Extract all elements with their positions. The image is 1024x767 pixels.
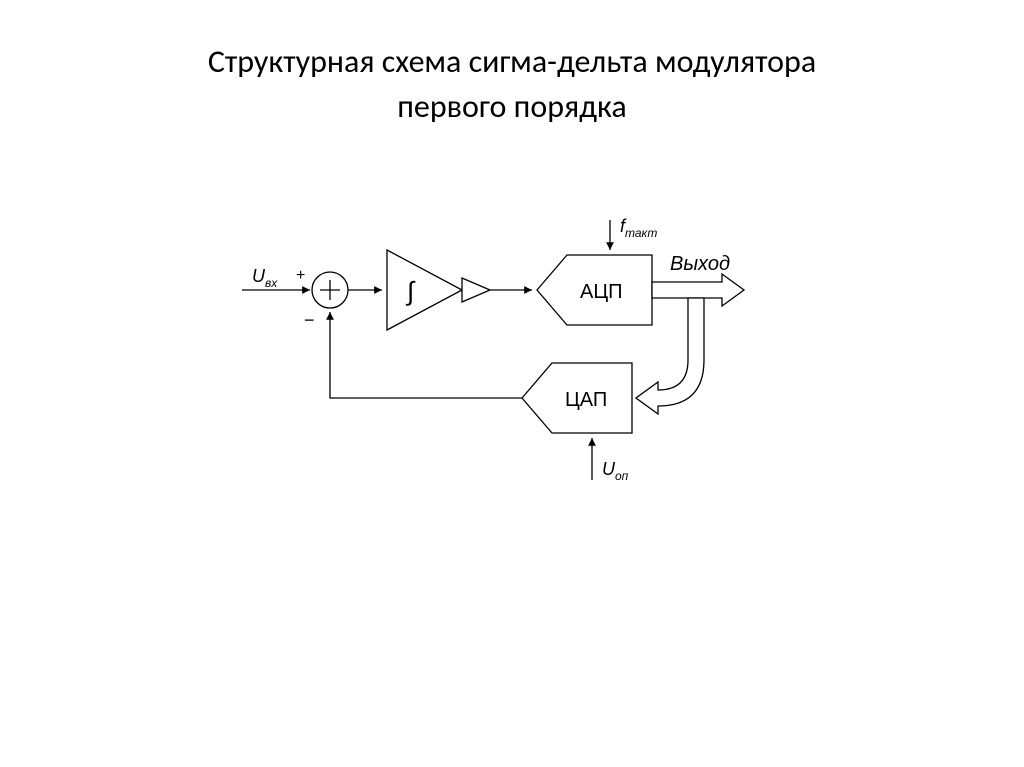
output-label: Выход: [670, 253, 730, 275]
slide-title: Структурная схема сигма-дельта модулятор…: [0, 0, 1024, 130]
title-line-2: первого порядка: [397, 87, 626, 126]
adc-label: АЦП: [580, 281, 623, 303]
dac-to-sum-wire: [330, 312, 522, 398]
sigma-delta-diagram: Uвх + − ∫ АЦП fтакт Выход: [232, 190, 792, 550]
minus-label: −: [304, 310, 315, 330]
title-line-1: Структурная схема сигма-дельта модулятор…: [208, 42, 816, 81]
ref-label: Uоп: [602, 459, 629, 483]
dac-label: ЦАП: [565, 389, 607, 411]
clock-label: fтакт: [620, 216, 657, 240]
integrator-triangle: [387, 250, 462, 330]
integrator-output-triangle: [462, 278, 490, 302]
diagram-container: Uвх + − ∫ АЦП fтакт Выход: [0, 190, 1024, 550]
input-label: Uвх: [252, 266, 278, 290]
plus-label: +: [296, 267, 305, 284]
